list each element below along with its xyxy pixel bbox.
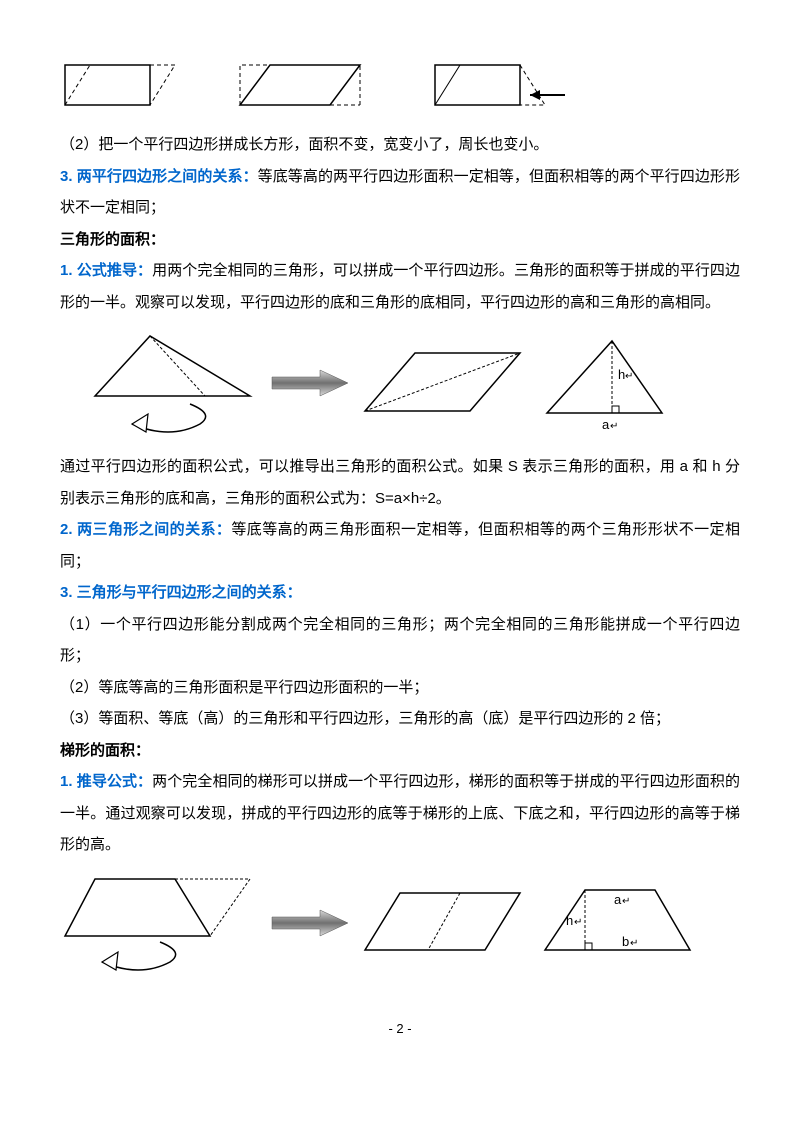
trap-1: 1. 推导公式：两个完全相同的梯形可以拼成一个平行四边形，梯形的面积等于拼成的平… [60, 766, 740, 861]
svg-text:↵: ↵ [625, 371, 633, 382]
h-label: h [566, 913, 573, 928]
tri-3-item-2: （2）等底等高的三角形面积是平行四边形面积的一半； [60, 672, 740, 704]
page-number: - 2 - [60, 1015, 740, 1042]
section-3-label: 3. 两平行四边形之间的关系： [60, 168, 258, 185]
tri-1-text: 用两个完全相同的三角形，可以拼成一个平行四边形。三角形的面积等于拼成的平行四边形… [60, 262, 740, 311]
top-figures [60, 60, 740, 115]
fig3-left [60, 871, 260, 975]
svg-text:↵: ↵ [610, 421, 618, 432]
tri-2-label: 2. 两三角形之间的关系： [60, 521, 231, 538]
trap-1-text: 两个完全相同的梯形可以拼成一个平行四边形，梯形的面积等于拼成的平行四边形面积的一… [60, 773, 740, 853]
curl-arrow-icon [90, 940, 190, 975]
fig3-trapezoid-labeled: a↵ h↵ b↵ [540, 880, 700, 965]
fig-parallelogram-drag [230, 60, 380, 115]
tri-3-item-3: （3）等面积、等底（高）的三角形和平行四边形，三角形的高（底）是平行四边形的 2… [60, 703, 740, 735]
trapezoid-figure: a↵ h↵ b↵ [60, 871, 740, 975]
fig-rect-to-parallelogram [60, 60, 180, 115]
trap-1-label: 1. 推导公式： [60, 773, 152, 790]
triangle-heading: 三角形的面积： [60, 224, 740, 256]
tri-1b: 通过平行四边形的面积公式，可以推导出三角形的面积公式。如果 S 表示三角形的面积… [60, 451, 740, 514]
paragraph-2: （2）把一个平行四边形拼成长方形，面积不变，宽变小了，周长也变小。 [60, 129, 740, 161]
fig2-triangle-labeled: h ↵ a ↵ [542, 333, 672, 433]
tri-1-label: 1. 公式推导： [60, 262, 152, 279]
fig2-parallelogram [360, 343, 530, 423]
svg-text:↵: ↵ [630, 938, 638, 949]
svg-text:↵: ↵ [622, 896, 630, 907]
tri-2: 2. 两三角形之间的关系：等底等高的两三角形面积一定相等，但面积相等的两个三角形… [60, 514, 740, 577]
fig2-left [90, 328, 260, 437]
arrow-icon [270, 908, 350, 938]
fig3-parallelogram [360, 885, 530, 960]
svg-text:↵: ↵ [574, 917, 582, 928]
fig-rect-arrow [430, 60, 580, 115]
tri-3-label: 3. 三角形与平行四边形之间的关系： [60, 584, 302, 601]
tri-1: 1. 公式推导：用两个完全相同的三角形，可以拼成一个平行四边形。三角形的面积等于… [60, 255, 740, 318]
a-label: a [614, 892, 622, 907]
curl-arrow-icon [120, 402, 220, 437]
a-label: a [602, 417, 610, 432]
triangle-figure: h ↵ a ↵ [90, 328, 740, 437]
b-label: b [622, 934, 629, 949]
arrow-icon [270, 368, 350, 398]
tri-3-label-line: 3. 三角形与平行四边形之间的关系： [60, 577, 740, 609]
trapezoid-heading: 梯形的面积： [60, 735, 740, 767]
tri-3-item-1: （1）一个平行四边形能分割成两个完全相同的三角形；两个完全相同的三角形能拼成一个… [60, 609, 740, 672]
section-3: 3. 两平行四边形之间的关系：等底等高的两平行四边形面积一定相等，但面积相等的两… [60, 161, 740, 224]
